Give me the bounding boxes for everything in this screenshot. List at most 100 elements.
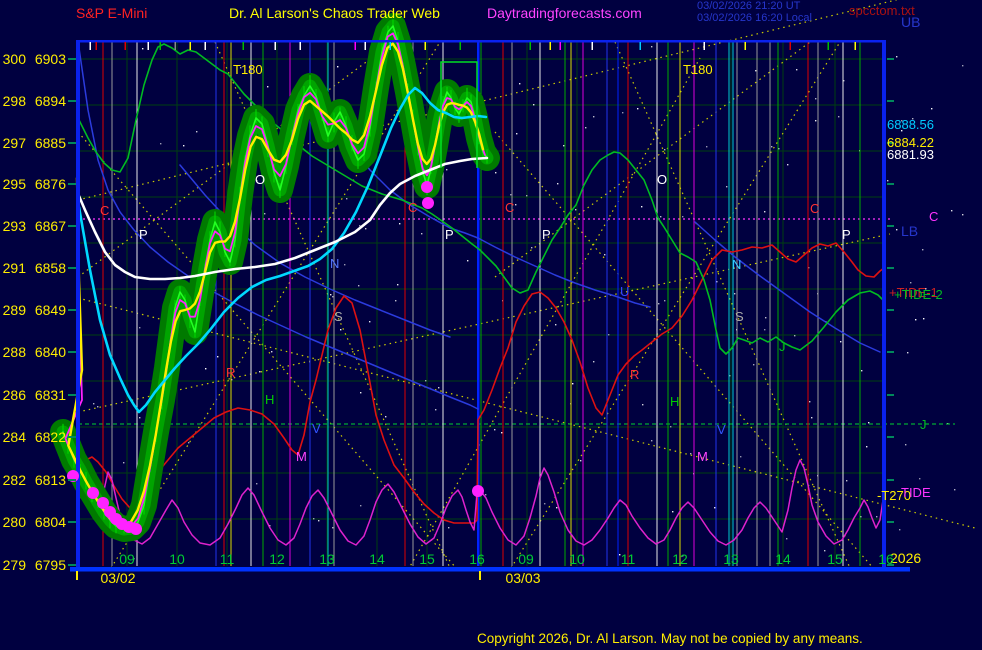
y-axis-emini-label: 6885 <box>35 135 66 151</box>
timestamp-local: 03/02/2026 16:20 Local <box>697 12 812 24</box>
y-axis-cash-label: 291 <box>3 260 27 276</box>
star-dot <box>365 228 367 230</box>
trend-blue-2-series <box>309 95 651 308</box>
star-dot <box>256 180 258 182</box>
star-dot <box>269 525 271 527</box>
star-dot <box>910 282 912 284</box>
chart-annotation-letter: T180 <box>683 62 713 77</box>
star-dot <box>905 444 907 446</box>
right-axis-label: 2026 <box>890 550 921 566</box>
x-axis-hour-label: 11 <box>220 551 235 567</box>
y-axis-cash-label: 297 <box>3 135 27 151</box>
star-dot <box>931 108 933 110</box>
diagonal-dotted-line <box>77 297 976 529</box>
data-file-label: spcctom.txt <box>849 3 915 18</box>
x-axis-hour-label: 09 <box>518 551 534 567</box>
star-dot <box>205 368 207 370</box>
right-axis-label: 6881.93 <box>887 147 934 162</box>
y-axis-emini-label: 6849 <box>35 302 66 318</box>
star-dot <box>840 341 842 343</box>
star-dot <box>519 83 521 85</box>
y-axis-emini-label: 6867 <box>35 218 66 234</box>
star-dot <box>438 387 440 389</box>
chart-annotation-letter: N <box>330 256 339 271</box>
star-dot <box>575 209 577 211</box>
star-dot <box>922 249 924 251</box>
timestamp-ut: 03/02/2026 21:20 UT <box>697 0 801 12</box>
star-dot <box>706 146 708 148</box>
star-dot <box>608 334 610 336</box>
star-dot <box>97 406 99 408</box>
star-dot <box>815 98 817 100</box>
star-dot <box>337 66 339 68</box>
right-axis-label: J <box>920 417 927 432</box>
star-dot <box>690 453 692 455</box>
star-dot <box>360 392 362 394</box>
x-axis-hour-label: 13 <box>319 551 335 567</box>
star-dot <box>682 216 684 218</box>
star-dot <box>139 327 141 329</box>
star-dot <box>217 356 219 358</box>
y-axis-cash-label: 288 <box>3 344 27 360</box>
star-dot <box>622 112 624 114</box>
star-dot <box>734 293 736 295</box>
star-dot <box>448 527 450 529</box>
star-dot <box>876 516 878 518</box>
star-dot <box>580 460 582 462</box>
chart-annotation-letter: S <box>334 309 343 324</box>
star-dot <box>755 70 757 72</box>
chart-annotation-letter: H <box>265 392 274 407</box>
star-dot <box>660 216 662 218</box>
chart-annotation-letter: J <box>779 339 786 354</box>
y-axis-emini-label: 6894 <box>35 93 66 109</box>
right-axis-label: 6888.56 <box>887 117 934 132</box>
chart-annotation-letter: H <box>670 394 679 409</box>
star-dot <box>716 281 718 283</box>
star-dot <box>866 446 868 448</box>
star-dot <box>183 145 185 147</box>
chart-annotation-letter: U <box>620 284 629 299</box>
chart-annotation-letter: C <box>505 200 514 215</box>
star-dot <box>765 317 767 319</box>
star-dot <box>526 195 528 197</box>
y-axis-cash-label: 293 <box>3 218 27 234</box>
y-axis-cash-label: 295 <box>3 176 27 192</box>
star-dot <box>901 130 903 132</box>
y-axis-emini-label: 6813 <box>35 472 66 488</box>
site-link[interactable]: Daytradingforecasts.com <box>487 5 642 21</box>
star-dot <box>531 247 533 249</box>
x-axis-hour-label: 09 <box>119 551 135 567</box>
star-dot <box>425 380 427 382</box>
star-dot <box>467 260 469 262</box>
star-dot <box>267 86 269 88</box>
star-dot <box>771 146 773 148</box>
star-dot <box>259 371 261 373</box>
star-dot <box>395 300 397 302</box>
star-dot <box>787 164 789 166</box>
star-dot <box>256 483 258 485</box>
chart-annotation-letter: S <box>735 309 744 324</box>
y-axis-cash-label: 298 <box>3 93 27 109</box>
star-dot <box>954 489 956 491</box>
ema-white-series <box>77 156 489 281</box>
star-dot <box>962 214 964 216</box>
star-dot <box>313 518 315 520</box>
star-dot <box>544 503 546 505</box>
right-axis-label: 6884.22 <box>887 135 934 150</box>
x-axis-hour-label: 16 <box>878 551 894 567</box>
trend-blue-1-series <box>78 47 479 410</box>
star-dot <box>794 335 796 337</box>
x-axis-hour-label: 11 <box>621 551 636 567</box>
star-dot <box>786 538 788 540</box>
star-dot <box>510 194 512 196</box>
star-dot <box>664 300 666 302</box>
x-axis-date-label: 03/02 <box>100 570 135 586</box>
right-axis-label: TIDE <box>901 485 931 500</box>
star-dot <box>533 104 535 106</box>
star-dot <box>359 225 361 227</box>
star-dot <box>811 417 813 419</box>
y-axis-emini-label: 6876 <box>35 176 66 192</box>
signal-dot <box>472 485 484 497</box>
star-dot <box>264 213 266 215</box>
star-dot <box>740 456 742 458</box>
